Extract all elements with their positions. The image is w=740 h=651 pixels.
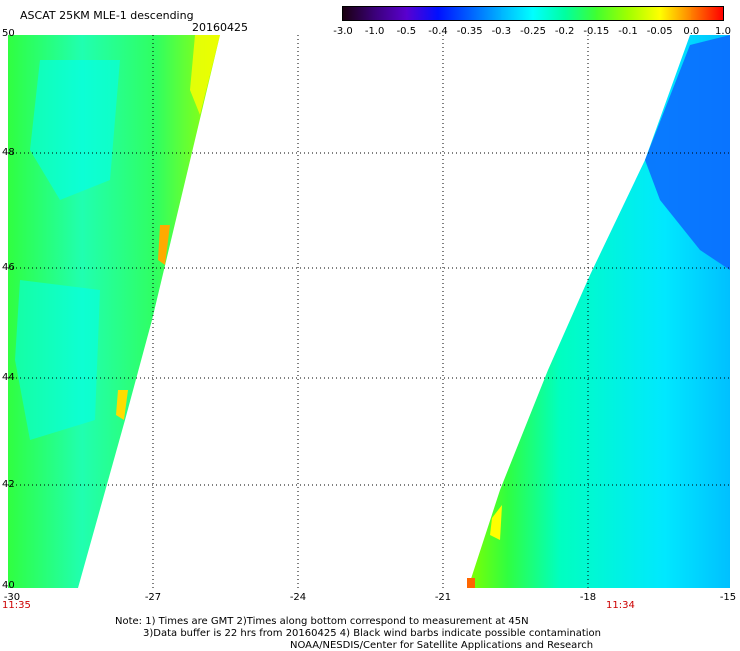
note-line-2: 3)Data buffer is 22 hrs from 20160425 4)… bbox=[143, 628, 601, 639]
lon-label-21w: -21 bbox=[434, 592, 452, 603]
colorbar-tick-label: -0.25 bbox=[520, 26, 546, 37]
cyan-patch-left-2 bbox=[15, 280, 100, 440]
colorbar-tick-label: -0.2 bbox=[554, 26, 575, 37]
map-date: 20160425 bbox=[192, 21, 248, 34]
colorbar-segment bbox=[564, 7, 597, 20]
time-right: 11:34 bbox=[606, 600, 635, 611]
blue-region bbox=[645, 35, 730, 270]
colorbar-segment bbox=[628, 7, 661, 20]
colorbar-tick-label: -0.5 bbox=[396, 26, 417, 37]
colorbar-segment bbox=[469, 7, 502, 20]
lat-label-42: 42 bbox=[2, 479, 15, 490]
colorbar-segment bbox=[691, 7, 724, 20]
cyan-patch-left bbox=[30, 60, 120, 200]
map-title: ASCAT 25KM MLE-1 descending bbox=[20, 9, 194, 22]
colorbar-tick-label: 0.0 bbox=[683, 26, 700, 37]
lat-label-50: 50 bbox=[2, 28, 15, 39]
colorbar-segment bbox=[659, 7, 692, 20]
lat-label-44: 44 bbox=[2, 372, 15, 383]
colorbar-segment bbox=[406, 7, 439, 20]
yellow-edge-3 bbox=[116, 390, 128, 420]
colorbar-tick-label: -0.1 bbox=[618, 26, 638, 37]
yellow-edge-4 bbox=[490, 505, 502, 540]
lon-label-30w: -30 bbox=[3, 592, 21, 603]
lat-label-46: 46 bbox=[2, 262, 15, 273]
colorbar-tick-label: -0.35 bbox=[456, 26, 483, 37]
lon-label-18w: -18 bbox=[579, 592, 597, 603]
colorbar-segment bbox=[374, 7, 407, 20]
yellow-edge-1 bbox=[190, 35, 220, 115]
colorbar-tick-label: 1.0 bbox=[715, 26, 731, 37]
note-line-1: Note: 1) Times are GMT 2)Times along bot… bbox=[115, 616, 529, 627]
colorbar-segment bbox=[343, 7, 376, 20]
note-line-3: NOAA/NESDIS/Center for Satellite Applica… bbox=[290, 640, 594, 651]
colorbar-segment bbox=[438, 7, 471, 20]
lon-label-27w: -27 bbox=[144, 592, 162, 603]
lon-label-24w: -24 bbox=[289, 592, 307, 603]
lon-label-15w: -15 bbox=[719, 592, 737, 603]
colorbar-segment bbox=[501, 7, 534, 20]
colorbar-tick-label: -0.05 bbox=[646, 26, 673, 37]
time-left: 11:35 bbox=[2, 600, 31, 611]
lat-label-40: 40 bbox=[2, 580, 15, 591]
colorbar-tick-label: -0.4 bbox=[428, 26, 448, 37]
grid-lines bbox=[8, 35, 730, 588]
lat-label-48: 48 bbox=[2, 147, 15, 158]
colorbar-segment bbox=[533, 7, 566, 20]
colorbar-tick-label: -0.15 bbox=[583, 26, 610, 37]
colorbar bbox=[342, 6, 724, 21]
orange-pixel bbox=[467, 578, 475, 588]
colorbar-tick-label: -0.3 bbox=[491, 26, 512, 37]
colorbar-tick-label: -3.0 bbox=[333, 26, 353, 37]
colorbar-tick-label: -1.0 bbox=[364, 26, 385, 37]
yellow-edge-2 bbox=[158, 225, 170, 265]
colorbar-segment bbox=[596, 7, 629, 20]
